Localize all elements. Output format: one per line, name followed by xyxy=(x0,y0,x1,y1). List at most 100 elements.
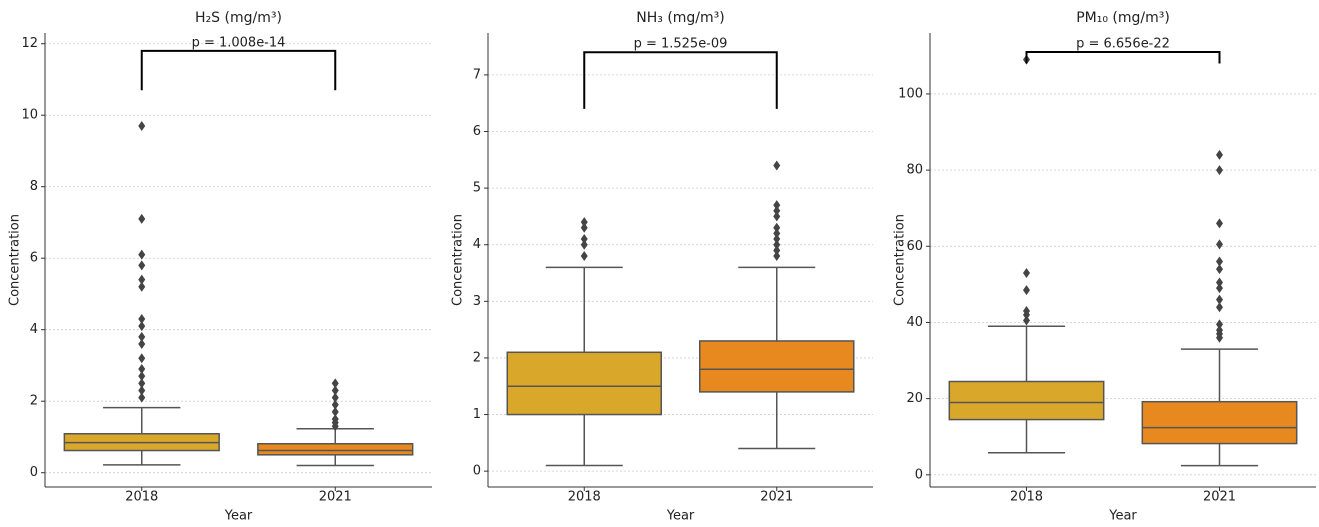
y-tick-label: 20 xyxy=(906,391,923,406)
outlier xyxy=(773,222,781,233)
outlier xyxy=(580,251,588,262)
y-tick-label: 2 xyxy=(30,394,38,409)
y-tick-label: 4 xyxy=(30,322,38,337)
y-tick-label: 10 xyxy=(21,108,38,123)
y-tick-label: 5 xyxy=(473,181,481,196)
outlier xyxy=(580,222,588,233)
outlier xyxy=(138,385,146,396)
x-axis-label: Year xyxy=(1108,509,1137,524)
outlier xyxy=(1216,264,1223,275)
x-tick-label: 2018 xyxy=(568,490,601,505)
outlier xyxy=(138,392,146,403)
y-tick-label: 2 xyxy=(473,350,481,365)
outlier xyxy=(138,353,146,364)
outlier xyxy=(1216,165,1223,176)
outlier xyxy=(138,321,146,332)
box xyxy=(699,340,855,393)
outlier xyxy=(773,211,781,222)
x-tick-label: 2018 xyxy=(125,490,158,505)
y-tick-label: 3 xyxy=(473,294,481,309)
outlier xyxy=(331,406,339,417)
outlier xyxy=(580,234,588,245)
box xyxy=(1141,400,1298,445)
y-axis-label: Concentration xyxy=(893,214,908,306)
box xyxy=(257,442,414,456)
y-tick-label: 100 xyxy=(898,86,923,101)
outlier xyxy=(580,239,588,250)
outlier xyxy=(773,160,781,171)
x-axis-label: Year xyxy=(666,509,695,524)
outlier xyxy=(1023,267,1030,278)
outlier xyxy=(138,274,146,285)
p-value: p = 1.525e-09 xyxy=(634,37,728,52)
outlier xyxy=(1216,149,1223,160)
significance-bracket xyxy=(1025,51,1221,64)
outlier xyxy=(138,371,146,382)
x-tick-label: 2021 xyxy=(1203,490,1236,505)
outlier xyxy=(138,260,146,271)
outlier xyxy=(1216,332,1223,343)
outlier xyxy=(773,205,781,216)
p-value: p = 6.656e-22 xyxy=(1076,37,1170,52)
y-axis-label: Concentration xyxy=(8,214,23,306)
outlier xyxy=(1216,277,1223,288)
y-tick-label: 7 xyxy=(473,67,481,82)
outlier xyxy=(1216,294,1223,305)
outlier xyxy=(1023,285,1030,296)
y-tick-label: 0 xyxy=(30,465,38,480)
outlier xyxy=(331,399,339,410)
outlier xyxy=(138,213,146,224)
y-tick-label: 8 xyxy=(30,179,38,194)
outlier xyxy=(773,234,781,245)
outlier xyxy=(331,385,339,396)
outlier xyxy=(1216,283,1223,294)
y-tick-label: 4 xyxy=(473,237,481,252)
outlier xyxy=(773,245,781,256)
x-tick-label: 2018 xyxy=(1010,490,1043,505)
y-tick-label: 6 xyxy=(473,124,481,139)
outlier xyxy=(138,339,146,350)
box xyxy=(948,380,1105,421)
outlier xyxy=(1023,309,1030,320)
outlier xyxy=(773,200,781,211)
y-tick-label: 60 xyxy=(906,239,923,254)
chart-title: H₂S (mg/m³) xyxy=(195,10,282,26)
p-value: p = 1.008e-14 xyxy=(192,35,286,50)
chart-title: NH₃ (mg/m³) xyxy=(636,10,724,26)
outlier xyxy=(1216,319,1223,330)
x-tick-label: 2021 xyxy=(760,490,793,505)
y-tick-label: 40 xyxy=(906,315,923,330)
outlier xyxy=(580,217,588,228)
significance-bracket xyxy=(140,49,337,91)
y-axis-label: Concentration xyxy=(451,214,466,306)
chart-title: PM₁₀ (mg/m³) xyxy=(1076,10,1170,26)
y-tick-label: 1 xyxy=(473,407,481,422)
y-tick-label: 12 xyxy=(21,36,38,51)
outlier xyxy=(773,239,781,250)
outlier xyxy=(138,120,146,131)
y-tick-label: 80 xyxy=(906,163,923,178)
outlier xyxy=(138,364,146,375)
significance-bracket xyxy=(583,51,778,109)
y-tick-label: 0 xyxy=(915,467,923,482)
outlier xyxy=(138,313,146,324)
outlier xyxy=(138,249,146,260)
box xyxy=(506,351,662,416)
x-tick-label: 2021 xyxy=(319,490,352,505)
y-tick-label: 6 xyxy=(30,251,38,266)
x-axis-label: Year xyxy=(224,509,253,524)
outlier xyxy=(331,392,339,403)
y-tick-label: 0 xyxy=(473,464,481,479)
outlier xyxy=(138,281,146,292)
outlier xyxy=(773,228,781,239)
outlier xyxy=(331,378,339,389)
outlier xyxy=(138,378,146,389)
outlier xyxy=(1023,315,1030,326)
outlier xyxy=(1216,256,1223,267)
outlier xyxy=(1216,218,1223,229)
outlier xyxy=(1216,239,1223,250)
outlier xyxy=(331,421,339,432)
outlier xyxy=(138,331,146,342)
